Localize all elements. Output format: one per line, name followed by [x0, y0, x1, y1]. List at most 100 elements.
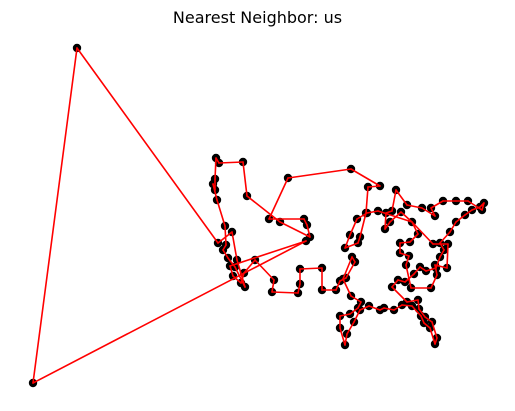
route-segment	[349, 307, 359, 315]
route-segment	[411, 221, 434, 245]
route-segment	[271, 279, 275, 293]
route-segment	[227, 257, 236, 268]
route-segment	[464, 209, 473, 216]
route-segment	[268, 177, 289, 220]
route-segment	[417, 299, 420, 310]
route-segment	[254, 259, 275, 281]
city-points	[28, 43, 489, 388]
route-segment	[32, 240, 307, 384]
route-segment	[399, 252, 410, 257]
route-segment	[246, 195, 281, 223]
route-segment	[434, 337, 438, 345]
route-segment	[76, 47, 219, 244]
route-segment	[306, 224, 311, 238]
route-segment	[32, 47, 78, 384]
route-segment	[384, 212, 387, 230]
route-segment	[243, 259, 256, 274]
route-segment	[339, 327, 346, 346]
route-segment	[339, 313, 351, 317]
route-segment	[383, 307, 395, 311]
route-segment	[409, 233, 419, 243]
route-segment	[359, 212, 367, 238]
route-segment	[365, 186, 369, 214]
route-lines	[32, 47, 485, 384]
route-segment	[411, 305, 422, 317]
route-segment	[335, 280, 341, 291]
route-segment	[271, 291, 299, 294]
route-segment	[418, 308, 426, 318]
route-segment	[430, 200, 444, 209]
route-segment	[342, 256, 353, 280]
route-segment	[229, 240, 307, 267]
route-segment	[434, 264, 438, 276]
route-segment	[481, 202, 485, 211]
route-segment	[349, 218, 358, 236]
route-segment	[344, 242, 359, 249]
route-segment	[367, 185, 381, 188]
route-segment	[395, 189, 408, 206]
route-segment	[217, 231, 233, 244]
route-segment	[425, 267, 437, 272]
route-segment	[420, 315, 425, 324]
route-segment	[405, 255, 410, 266]
route-segment	[429, 327, 436, 345]
route-segment	[449, 221, 457, 233]
route-segment	[446, 243, 449, 269]
route-segment	[377, 210, 413, 223]
route-segment	[231, 231, 238, 261]
route-segment	[399, 241, 411, 244]
route-segment	[400, 211, 413, 223]
route-segment	[391, 286, 408, 303]
route-segment	[385, 210, 393, 214]
route-segment	[350, 295, 362, 303]
route-segment	[421, 207, 436, 217]
route-segment	[401, 304, 413, 307]
route-segment	[424, 316, 433, 323]
route-segment	[344, 333, 348, 346]
route-segment	[393, 304, 403, 311]
route-segment	[391, 189, 397, 212]
route-segment	[405, 264, 412, 289]
route-segment	[353, 309, 361, 323]
route-segment	[406, 204, 423, 209]
route-segment	[366, 210, 379, 214]
route-segment	[384, 221, 391, 230]
route-segment	[359, 305, 370, 311]
route-segment	[345, 261, 356, 279]
route-segment	[439, 231, 451, 244]
route-segment	[413, 266, 421, 275]
route-segment	[242, 161, 248, 197]
route-segment	[350, 168, 381, 187]
chart-title: Nearest Neighbor: us	[173, 8, 342, 27]
route-segment	[214, 157, 217, 180]
route-segment	[287, 168, 352, 179]
route-segment	[467, 200, 483, 211]
route-segment	[232, 275, 242, 284]
route-segment	[430, 274, 438, 289]
route-segment	[212, 183, 218, 201]
route-segment	[419, 266, 427, 272]
route-segment	[344, 234, 351, 249]
route-segment	[216, 199, 226, 227]
route-segment	[218, 161, 244, 164]
route-segment	[391, 279, 399, 288]
route-segment	[303, 218, 308, 226]
route-segment	[222, 244, 227, 251]
route-segment	[406, 299, 419, 303]
route-segment	[368, 305, 381, 311]
route-segment	[346, 321, 355, 335]
route-segment	[279, 221, 311, 238]
route-segment	[222, 249, 229, 259]
route-segment	[423, 322, 431, 329]
route-segment	[299, 267, 323, 270]
route-segment	[434, 264, 448, 269]
route-segment	[229, 265, 234, 277]
route-segment	[431, 321, 438, 339]
route-segment	[342, 278, 352, 297]
route-segment	[297, 283, 301, 294]
route-segment	[236, 259, 246, 288]
route-segment	[439, 249, 445, 258]
route-segment	[224, 225, 227, 246]
route-segment	[455, 214, 466, 223]
